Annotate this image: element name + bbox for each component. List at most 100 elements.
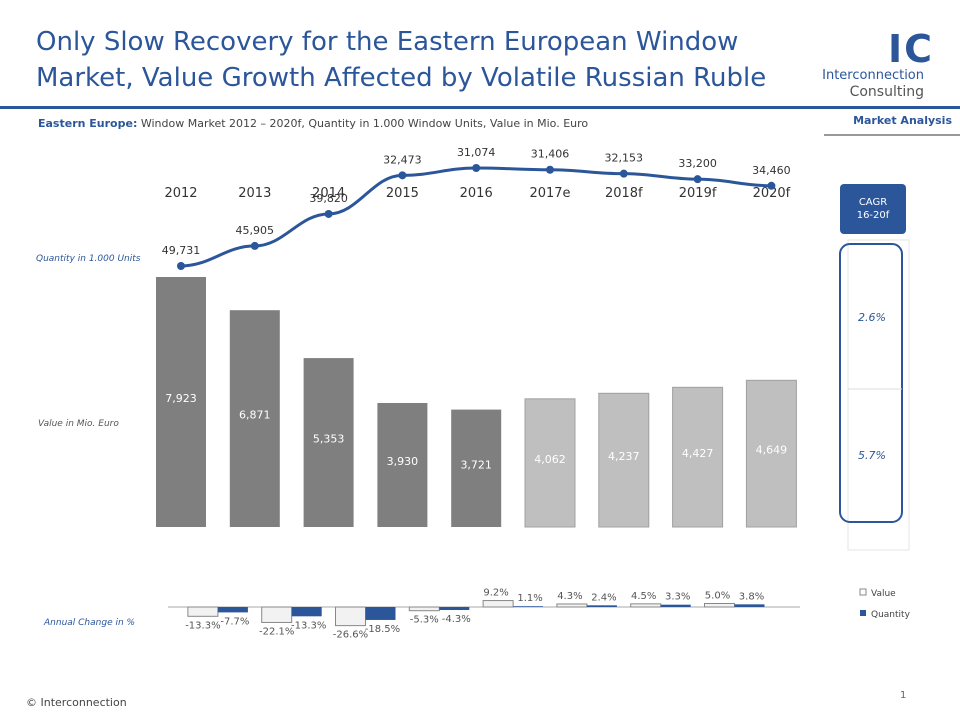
page-title: Only Slow Recovery for the Eastern Europ…: [36, 24, 796, 96]
quantity-point-2019f: [693, 175, 702, 184]
legend-quantity-swatch: [860, 610, 866, 616]
value-bar-2019f: [672, 386, 724, 528]
quantity-change-label-2013: -7.7%: [220, 616, 249, 627]
quantity-change-label-2017e: 1.1%: [517, 593, 542, 604]
value-change-label-2013: -13.3%: [185, 620, 220, 631]
subtitle-region: Eastern Europe:: [38, 117, 138, 130]
value-change-bar-2013: [187, 606, 219, 617]
year-label-2016: 2016: [460, 186, 493, 201]
value-change-label-2015: -26.6%: [333, 630, 368, 641]
quantity-label-2018f: 32,153: [605, 152, 644, 165]
quantity-point-2017e: [546, 165, 554, 174]
quantity-change-bar-2019f: [660, 604, 691, 607]
chart-subtitle: Eastern Europe: Window Market 2012 – 202…: [38, 117, 588, 130]
quantity-axis-label: Quantity in 1.000 Units: [36, 254, 141, 264]
quantity-point-2013: [250, 241, 259, 250]
quantity-line: [180, 166, 772, 268]
title-rule: [0, 106, 960, 109]
year-label-2014: 2014: [312, 186, 345, 201]
quantity-point-2012: [177, 262, 185, 270]
value-change-bar-2015: [335, 606, 366, 627]
value-bar-2013: [229, 310, 280, 527]
value-bar-2018f: [598, 392, 650, 528]
value-change-bar-2020f: [704, 603, 735, 608]
quantity-label-2016: 31,074: [457, 146, 496, 159]
logo-line-1: Interconnection: [822, 68, 924, 83]
quantity-change-bar-2015: [365, 607, 396, 620]
quantity-change-label-2016: -4.3%: [442, 614, 471, 625]
quantity-point-2018f: [619, 169, 628, 178]
value-change-label-2014: -22.1%: [259, 626, 294, 637]
year-label-2017e: 2017e: [529, 186, 570, 201]
annual-change-label: Annual Change in %: [43, 618, 135, 628]
quantity-change-label-2019f: 3.3%: [665, 592, 690, 603]
legend-quantity-label: Quantity: [871, 610, 911, 620]
quantity-point-2014: [324, 209, 333, 218]
year-label-2020f: 2020f: [753, 186, 791, 201]
value-label-2015: 3,930: [387, 455, 419, 468]
section-tag-rule: [824, 134, 960, 136]
value-change-bar-2019f: [630, 603, 662, 608]
quantity-change-bar-2013: [217, 607, 248, 613]
value-change-bar-2014: [261, 606, 293, 623]
value-label-2012: 7,923: [165, 392, 197, 405]
value-change-label-2019f: 4.5%: [631, 591, 656, 602]
quantity-change-bar-2020f: [734, 604, 765, 607]
value-label-2019f: 4,427: [682, 447, 714, 460]
section-tag: Market Analysis: [853, 114, 952, 127]
legend-value-swatch: [859, 588, 867, 596]
cagr-header-box: [840, 184, 906, 234]
window-market-chart: 2012 2013 2014 2015 2016 2017e 2018f 2019f 2020f…: [36, 146, 911, 641]
title-line-1: Only Slow Recovery for the Eastern Europ…: [36, 27, 739, 57]
cagr-panel-frame: [847, 239, 910, 551]
quantity-change-label-2018f: 2.4%: [591, 592, 616, 603]
cagr-bracket: [839, 243, 903, 523]
quantity-change-label-2020f: 3.8%: [739, 591, 764, 602]
quantity-point-2015: [398, 171, 407, 180]
quantity-label-2017e: 31,406: [531, 148, 570, 161]
year-label-2019f: 2019f: [679, 186, 717, 201]
value-label-2018f: 4,237: [608, 450, 640, 463]
quantity-change-label-2014: -13.3%: [291, 620, 326, 631]
year-label-2015: 2015: [386, 186, 419, 201]
quantity-change-label-2015: -18.5%: [365, 624, 400, 635]
cagr-quantity-value: 2.6%: [858, 311, 886, 324]
value-label-2020f: 4,649: [756, 444, 788, 457]
value-change-bar-2018f: [556, 603, 588, 608]
year-label-2012: 2012: [164, 186, 197, 201]
value-axis-label: Value in Mio. Euro: [38, 419, 119, 429]
quantity-change-bar-2014: [291, 607, 322, 617]
quantity-change-bar-2017e: [513, 606, 544, 607]
value-bar-2017e: [524, 398, 576, 528]
subtitle-description: Window Market 2012 – 2020f, Quantity in …: [137, 117, 589, 130]
quantity-change-bar-2016: [439, 607, 470, 611]
year-label-2013: 2013: [238, 186, 271, 201]
logo-line-2: Consulting: [849, 84, 924, 100]
value-bar-2020f: [745, 379, 797, 528]
value-change-label-2017e: 9.2%: [483, 588, 508, 599]
page-number: 1: [900, 690, 907, 701]
value-change-label-2016: -5.3%: [410, 615, 439, 626]
quantity-label-2019f: 33,200: [678, 157, 717, 170]
value-bar-2012: [156, 277, 206, 527]
cagr-header-line-2: 16-20f: [857, 210, 890, 221]
cagr-value-value: 5.7%: [858, 449, 886, 462]
value-change-bar-2016: [408, 606, 440, 612]
quantity-label-2014: 39,820: [309, 192, 348, 205]
quantity-label-2015: 32,473: [383, 153, 422, 166]
value-bar-2016: [451, 409, 502, 527]
value-change-label-2018f: 4.3%: [557, 591, 582, 602]
value-change-label-2020f: 5.0%: [705, 591, 730, 602]
value-bar-2015: [377, 402, 428, 527]
quantity-point-2016: [472, 164, 481, 172]
quantity-label-2020f: 34,460: [752, 164, 791, 177]
value-label-2013: 6,871: [239, 409, 271, 422]
value-change-bar-2017e: [482, 600, 514, 608]
year-label-2018f: 2018f: [605, 186, 643, 201]
quantity-label-2013: 45,905: [236, 224, 275, 237]
value-label-2017e: 4,062: [534, 453, 566, 466]
logo-mark: IC: [887, 27, 934, 71]
value-bar-2014: [303, 358, 354, 527]
quantity-point-2020f: [767, 181, 776, 190]
title-line-2: Market, Value Growth Affected by Volatil…: [36, 63, 767, 93]
